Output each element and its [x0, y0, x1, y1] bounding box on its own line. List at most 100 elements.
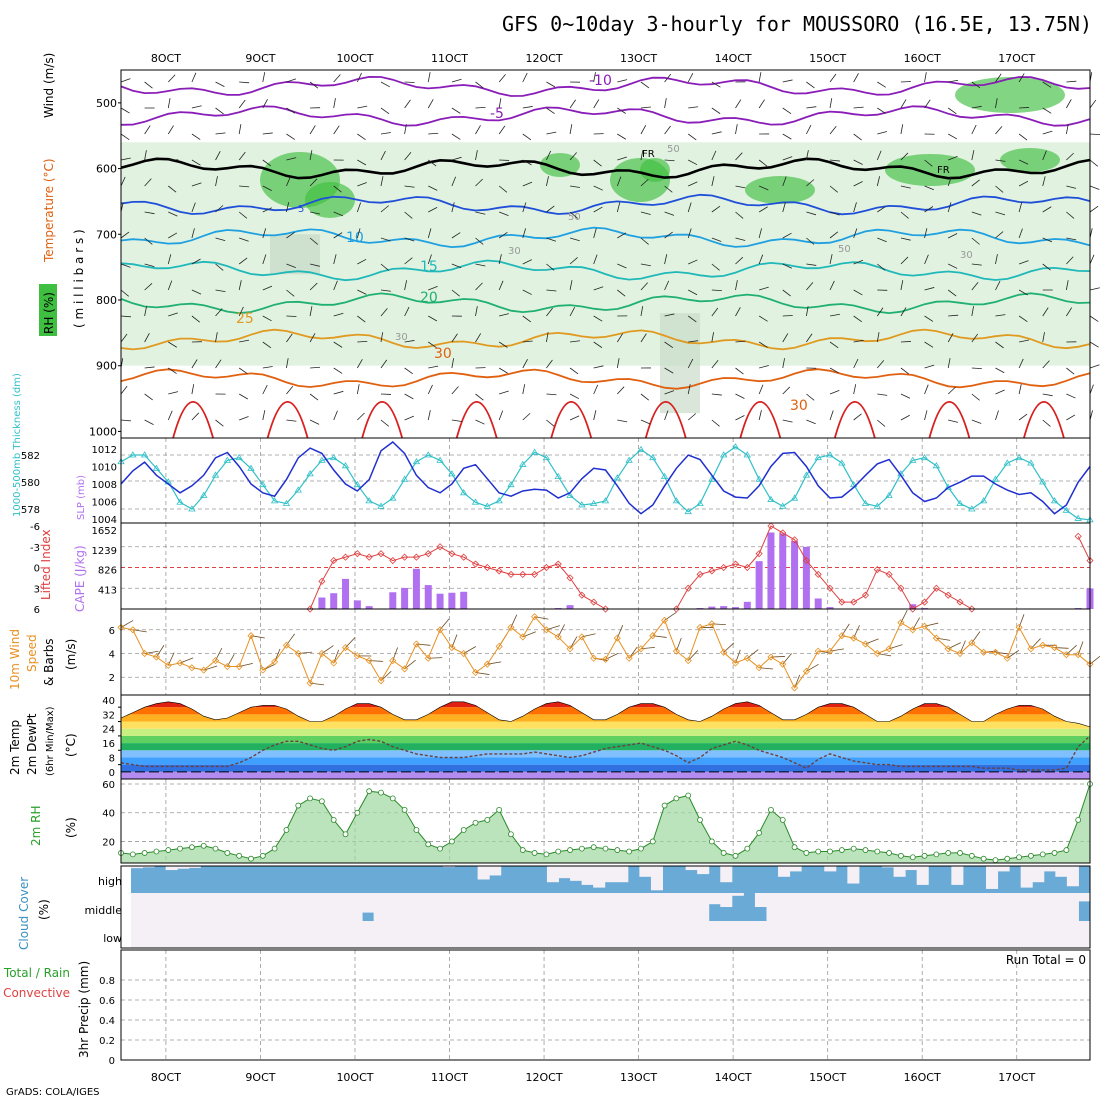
wind-barb — [1089, 364, 1100, 369]
thickness-point — [412, 457, 421, 465]
rh2m-point — [141, 850, 148, 856]
cloud-clear-cell — [720, 921, 733, 948]
cloud-clear-cell — [211, 893, 224, 921]
wind-barb — [829, 73, 837, 83]
wind-barb — [451, 263, 462, 269]
wind-barb — [239, 81, 250, 84]
wind-barb — [310, 366, 321, 369]
wind-barb — [593, 99, 600, 109]
thickness-point — [152, 464, 161, 471]
wind-barb — [900, 99, 907, 109]
wind-barb — [900, 124, 904, 135]
wind10m-point — [211, 657, 220, 665]
wind-barb — [853, 106, 864, 109]
rh2m-point — [992, 857, 999, 864]
thickness-point — [259, 480, 267, 488]
wind-barb — [404, 393, 414, 400]
rh-mid-area — [660, 313, 700, 414]
wind10m-point — [306, 679, 314, 687]
wind-barb — [357, 133, 366, 141]
wind10m-point — [661, 616, 669, 624]
wind10m-point — [247, 632, 255, 640]
wind-barb — [1066, 99, 1072, 109]
wind10m-point — [968, 639, 976, 647]
lifted-index-point — [424, 550, 432, 558]
lifted-index-point — [590, 598, 598, 606]
wind-barb — [687, 358, 694, 369]
wind-barb — [144, 419, 154, 425]
cloud-clear-cell — [131, 893, 144, 921]
temp2m-line — [120, 701, 1091, 728]
wind-barb — [829, 367, 839, 374]
wind-barb — [735, 415, 745, 421]
contour-label: FR — [937, 165, 950, 176]
wind10m-ylabel-unit: (m/s) — [64, 639, 78, 670]
temp2m-ylabels: 2m Temp 2m DewPt (6hr Min/Max) (°C) — [8, 706, 78, 776]
cloud-clear-cell — [650, 866, 663, 891]
wind-barb — [522, 384, 526, 395]
cloud-clear-cell — [442, 921, 456, 948]
lifted-index-point — [731, 560, 740, 568]
bottom-time-axis: 8OCT 9OCT 10OCT 11OCT 12OCT 13OCT 14OCT 15OCT 16… — [151, 1071, 1036, 1084]
cape-bar — [412, 568, 420, 609]
cloud-clear-cell — [893, 866, 906, 877]
rh2m-point — [508, 831, 514, 838]
wind-barb — [1089, 159, 1099, 167]
contour-label: 30 — [395, 332, 408, 343]
cape-tick: 1652 — [92, 526, 117, 537]
wind-barb — [876, 176, 881, 187]
wind-barb — [238, 99, 246, 109]
lifted-index-point — [885, 570, 893, 578]
cloud-clear-cell — [731, 921, 744, 948]
thickness-point — [885, 491, 893, 498]
wind-barb — [711, 332, 714, 343]
cloud-clear-cell — [315, 893, 328, 921]
wind-barb — [1066, 367, 1075, 375]
wind-barb — [569, 257, 578, 265]
rh2m-point — [567, 847, 573, 853]
wind-barb — [546, 237, 557, 242]
wind-barb — [569, 340, 581, 343]
wind-barb — [215, 237, 226, 242]
rh2m-point — [448, 838, 455, 845]
wind-barb — [215, 263, 224, 271]
wind-barb — [168, 211, 178, 217]
wind-barb — [309, 306, 313, 317]
wind-barb — [168, 367, 177, 374]
rh2m-point — [165, 847, 172, 853]
wind-barb — [168, 341, 177, 348]
wind10m-point — [814, 647, 822, 655]
thickness-point — [471, 498, 480, 505]
wind-barb — [1089, 205, 1099, 213]
wind-barb — [971, 306, 974, 317]
temp-band — [121, 750, 1090, 758]
wind-barb — [948, 263, 958, 269]
wind-barb — [522, 315, 532, 323]
wind-barb — [617, 133, 627, 140]
wind10m-tick: 4 — [109, 650, 115, 661]
wind-barb — [357, 258, 367, 265]
wind-barb — [239, 185, 250, 188]
cloud-clear-cell — [604, 866, 617, 883]
wind10m-point — [850, 634, 858, 642]
rh2m-point — [543, 851, 550, 858]
wind-barb — [640, 237, 649, 245]
cloud-clear-cell — [385, 893, 398, 921]
wind10m-point — [519, 633, 527, 641]
wind-barb — [191, 105, 202, 109]
wind-barb — [1089, 99, 1097, 109]
thickness-tick: 580 — [21, 478, 40, 489]
wind-barb — [924, 228, 928, 239]
wind-barb — [617, 79, 628, 83]
cloud-clear-cell — [281, 893, 294, 921]
wind-barb — [309, 237, 318, 245]
wind-barb — [120, 107, 130, 114]
bottom-day-label: 12OCT — [526, 1071, 563, 1084]
cloud-clear-cell — [1055, 866, 1068, 877]
cloud-clear-cell — [916, 866, 929, 885]
wind-barb — [1018, 133, 1028, 141]
wind-barb — [640, 150, 644, 161]
wind10m-point — [625, 654, 633, 662]
wind-barb — [924, 72, 927, 83]
cloud-clear-cell — [177, 921, 190, 948]
